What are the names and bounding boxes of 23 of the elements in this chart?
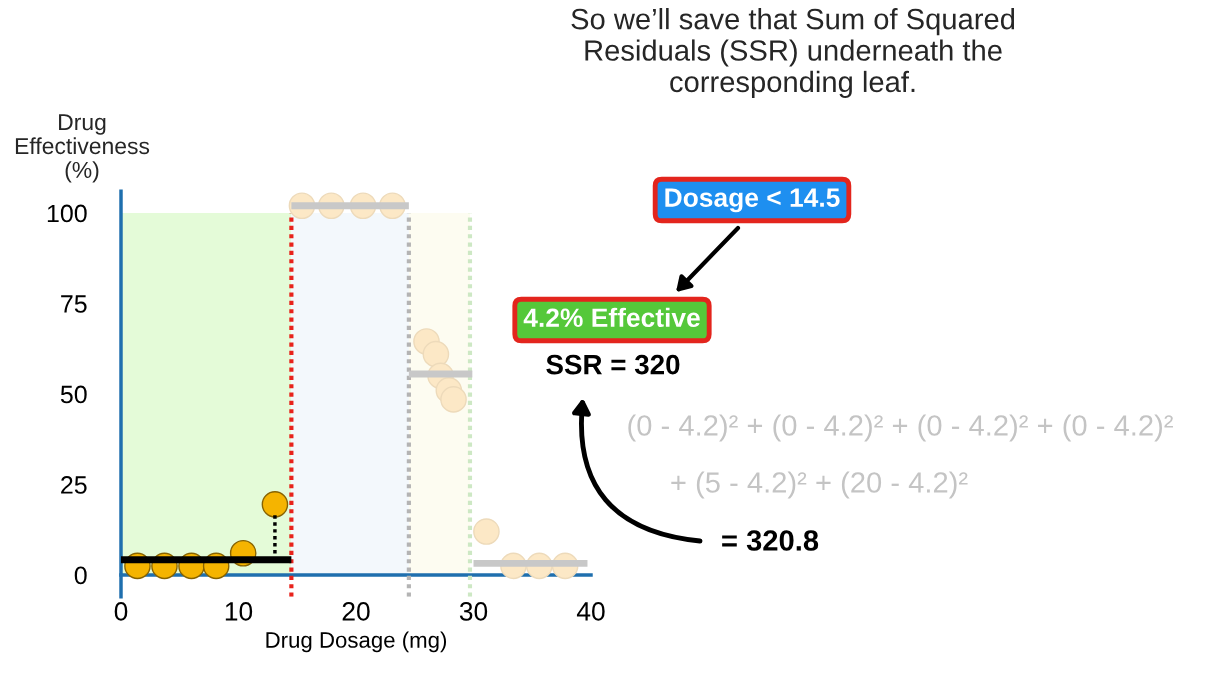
y-tick-label: 0 bbox=[74, 566, 87, 585]
text: Dosage < 14.5 bbox=[665, 188, 840, 213]
y-tick-label: 25 bbox=[61, 476, 87, 494]
x-tick-label: 20 bbox=[342, 602, 370, 621]
x-tick-label: 40 bbox=[576, 602, 605, 621]
x-tick-label: 0 bbox=[114, 602, 128, 621]
x-tick-label: 30 bbox=[459, 602, 488, 621]
y-tick-label: 100 bbox=[47, 204, 87, 223]
y-tick-label: 75 bbox=[61, 295, 87, 313]
text: (0 - 4.2)² + (0 - 4.2)² + (0 - 4.2)² + (0 - 4.2)² bbox=[628, 414, 1173, 442]
annotation: 4.2% Effective bbox=[523, 307, 700, 328]
text: + (5 - 4.2)² + (20 - 4.2)² bbox=[671, 471, 968, 499]
y-tick-label: 50 bbox=[60, 385, 87, 404]
point bbox=[261, 491, 289, 518]
text: = 320.8 bbox=[722, 530, 819, 551]
y-axis-title: Drug Effectiveness (%) bbox=[15, 114, 150, 183]
text: So we’ll save that Sum of Squared Residuals (SSR) underneath the corresponding leaf. bbox=[571, 8, 1015, 99]
x-axis-title: Drug Dosage (mg) bbox=[266, 631, 447, 653]
point bbox=[440, 386, 467, 413]
point bbox=[473, 518, 500, 545]
x-tick-label: 10 bbox=[225, 602, 253, 621]
annotation: SSR = 320 bbox=[546, 354, 680, 375]
point bbox=[422, 340, 450, 368]
